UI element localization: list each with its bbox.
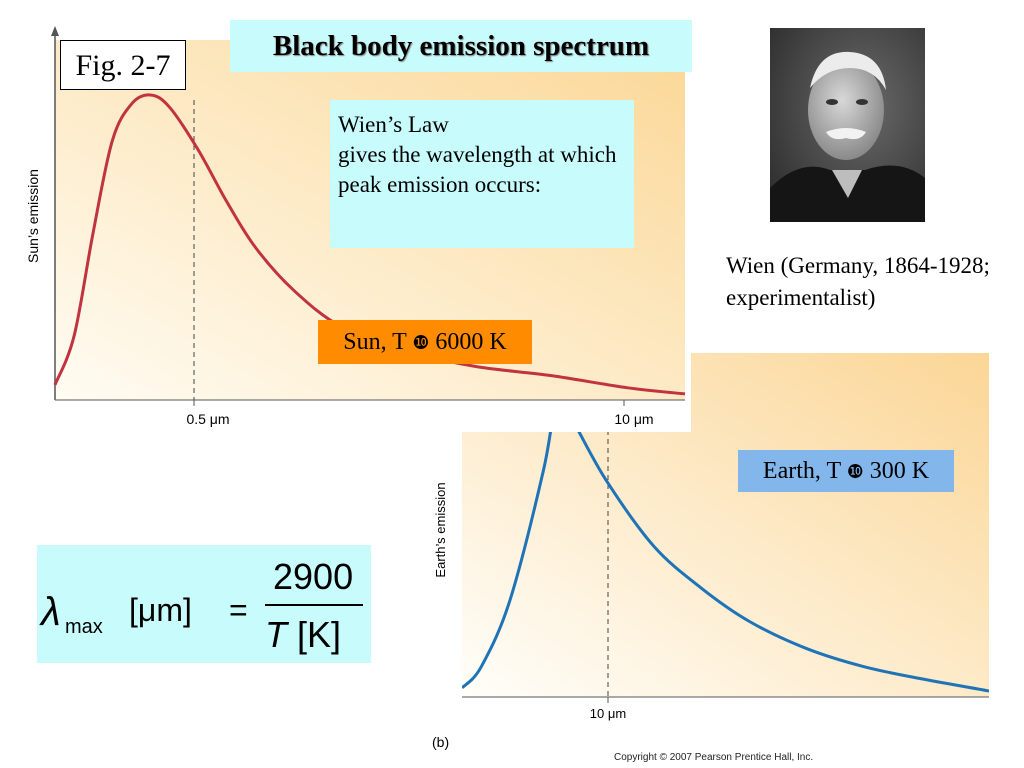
formula-denominator-unit: [K] — [297, 614, 341, 655]
earth-label-value: 300 K — [869, 458, 930, 484]
formula-numerator: 2900 — [273, 556, 353, 597]
sun-y-axis-label: Sun’s emission — [25, 169, 41, 263]
sun-x-tick-label-2: 10 μm — [614, 411, 653, 427]
slide-title: Black body emission spectrum — [230, 20, 692, 72]
earth-series-line — [462, 391, 989, 693]
wien-law-box: Wien’s Law gives the wavelength at which… — [330, 100, 634, 248]
sun-label-value: 6000 K — [435, 329, 507, 355]
wien-formula-box: λ max [μm] = 2900 T [K] — [37, 545, 371, 663]
wien-portrait-image — [770, 28, 925, 222]
panel-label: (b) — [432, 734, 449, 750]
figure-label: Fig. 2-7 — [60, 40, 186, 90]
earth-temperature-label: Earth, T ❿ 300 K — [738, 450, 954, 492]
portrait-caption: Wien (Germany, 1864-1928; experimentalis… — [726, 253, 990, 310]
earth-label-prefix: Earth, T — [762, 458, 841, 484]
wien-law-description: gives the wavelength at which peak emiss… — [338, 142, 617, 197]
formula-lambda: λ — [39, 590, 61, 634]
formula-subscript: max — [65, 616, 103, 638]
copyright-notice: Copyright © 2007 Pearson Prentice Hall, … — [614, 752, 814, 763]
formula-unit: [μm] — [129, 592, 192, 628]
sun-x-tick-label-1: 0.5 μm — [186, 411, 229, 427]
wien-law-heading: Wien’s Law — [338, 112, 449, 137]
sun-y-axis-arrow — [51, 26, 59, 36]
earth-y-axis-label: Earth’s emission — [433, 482, 448, 577]
approx-symbol-icon: ❿ — [846, 461, 864, 483]
sun-label-prefix: Sun, T — [343, 329, 407, 355]
formula-equals: = — [229, 592, 248, 628]
sun-temperature-label: Sun, T ❿ 6000 K — [318, 320, 532, 364]
formula-denominator-var: T — [265, 614, 290, 655]
sun-series-line — [53, 93, 686, 396]
approx-symbol-icon: ❿ — [412, 332, 430, 354]
earth-x-tick-label: 10 μm — [590, 706, 626, 721]
